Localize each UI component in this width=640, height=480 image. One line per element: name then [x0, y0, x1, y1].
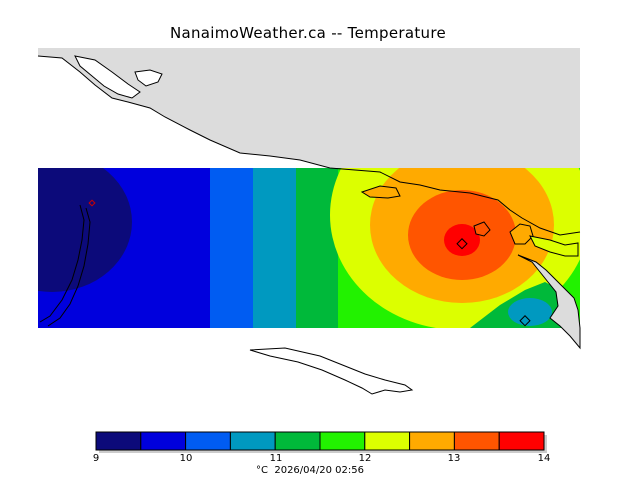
station-marker-west — [88, 199, 96, 207]
colorbar-tick-9: 9 — [92, 453, 100, 464]
colorbar-bin-4 — [274, 431, 321, 451]
colorbar-bin-1 — [140, 431, 187, 451]
colorbar-bin-5 — [319, 431, 366, 451]
island-east-2 — [529, 235, 579, 257]
coastline-west — [39, 204, 85, 323]
coastline-west-2 — [47, 207, 91, 327]
colorbar-bin-3 — [229, 431, 276, 451]
island-upper-1 — [74, 55, 141, 99]
colorbar-bin-9 — [498, 431, 545, 451]
station-marker-nanaimo — [456, 238, 468, 250]
island-north — [360, 185, 401, 199]
colorbar-bin-7 — [409, 431, 455, 451]
footer-label: °C 2026/04/20 02:56 — [256, 465, 364, 476]
colorbar-tick-12: 12 — [358, 453, 372, 464]
colorbar-bin-2 — [185, 431, 231, 451]
colorbar-tick-10: 10 — [179, 453, 193, 464]
colorbar-tick-13: 13 — [447, 453, 461, 464]
island-lower — [249, 347, 414, 395]
station-marker-southeast — [519, 315, 531, 327]
colorbar-bin-0 — [95, 431, 142, 451]
coastline-mainland — [37, 55, 581, 236]
land-southeast — [517, 254, 581, 350]
unit-label: °C — [256, 465, 268, 476]
island-upper-2 — [134, 69, 163, 87]
colorbar-bin-6 — [364, 431, 411, 451]
colorbar — [95, 431, 547, 453]
temperature-field — [38, 168, 580, 328]
timestamp-label: 2026/04/20 02:56 — [274, 465, 364, 476]
map-title: NanaimoWeather.ca -- Temperature — [169, 24, 447, 42]
colorbar-tick-14: 14 — [537, 453, 551, 464]
island-east-1 — [509, 223, 534, 245]
colorbar-bin-8 — [453, 431, 500, 451]
island-harbour — [473, 221, 491, 237]
colorbar-tick-11: 11 — [269, 453, 283, 464]
